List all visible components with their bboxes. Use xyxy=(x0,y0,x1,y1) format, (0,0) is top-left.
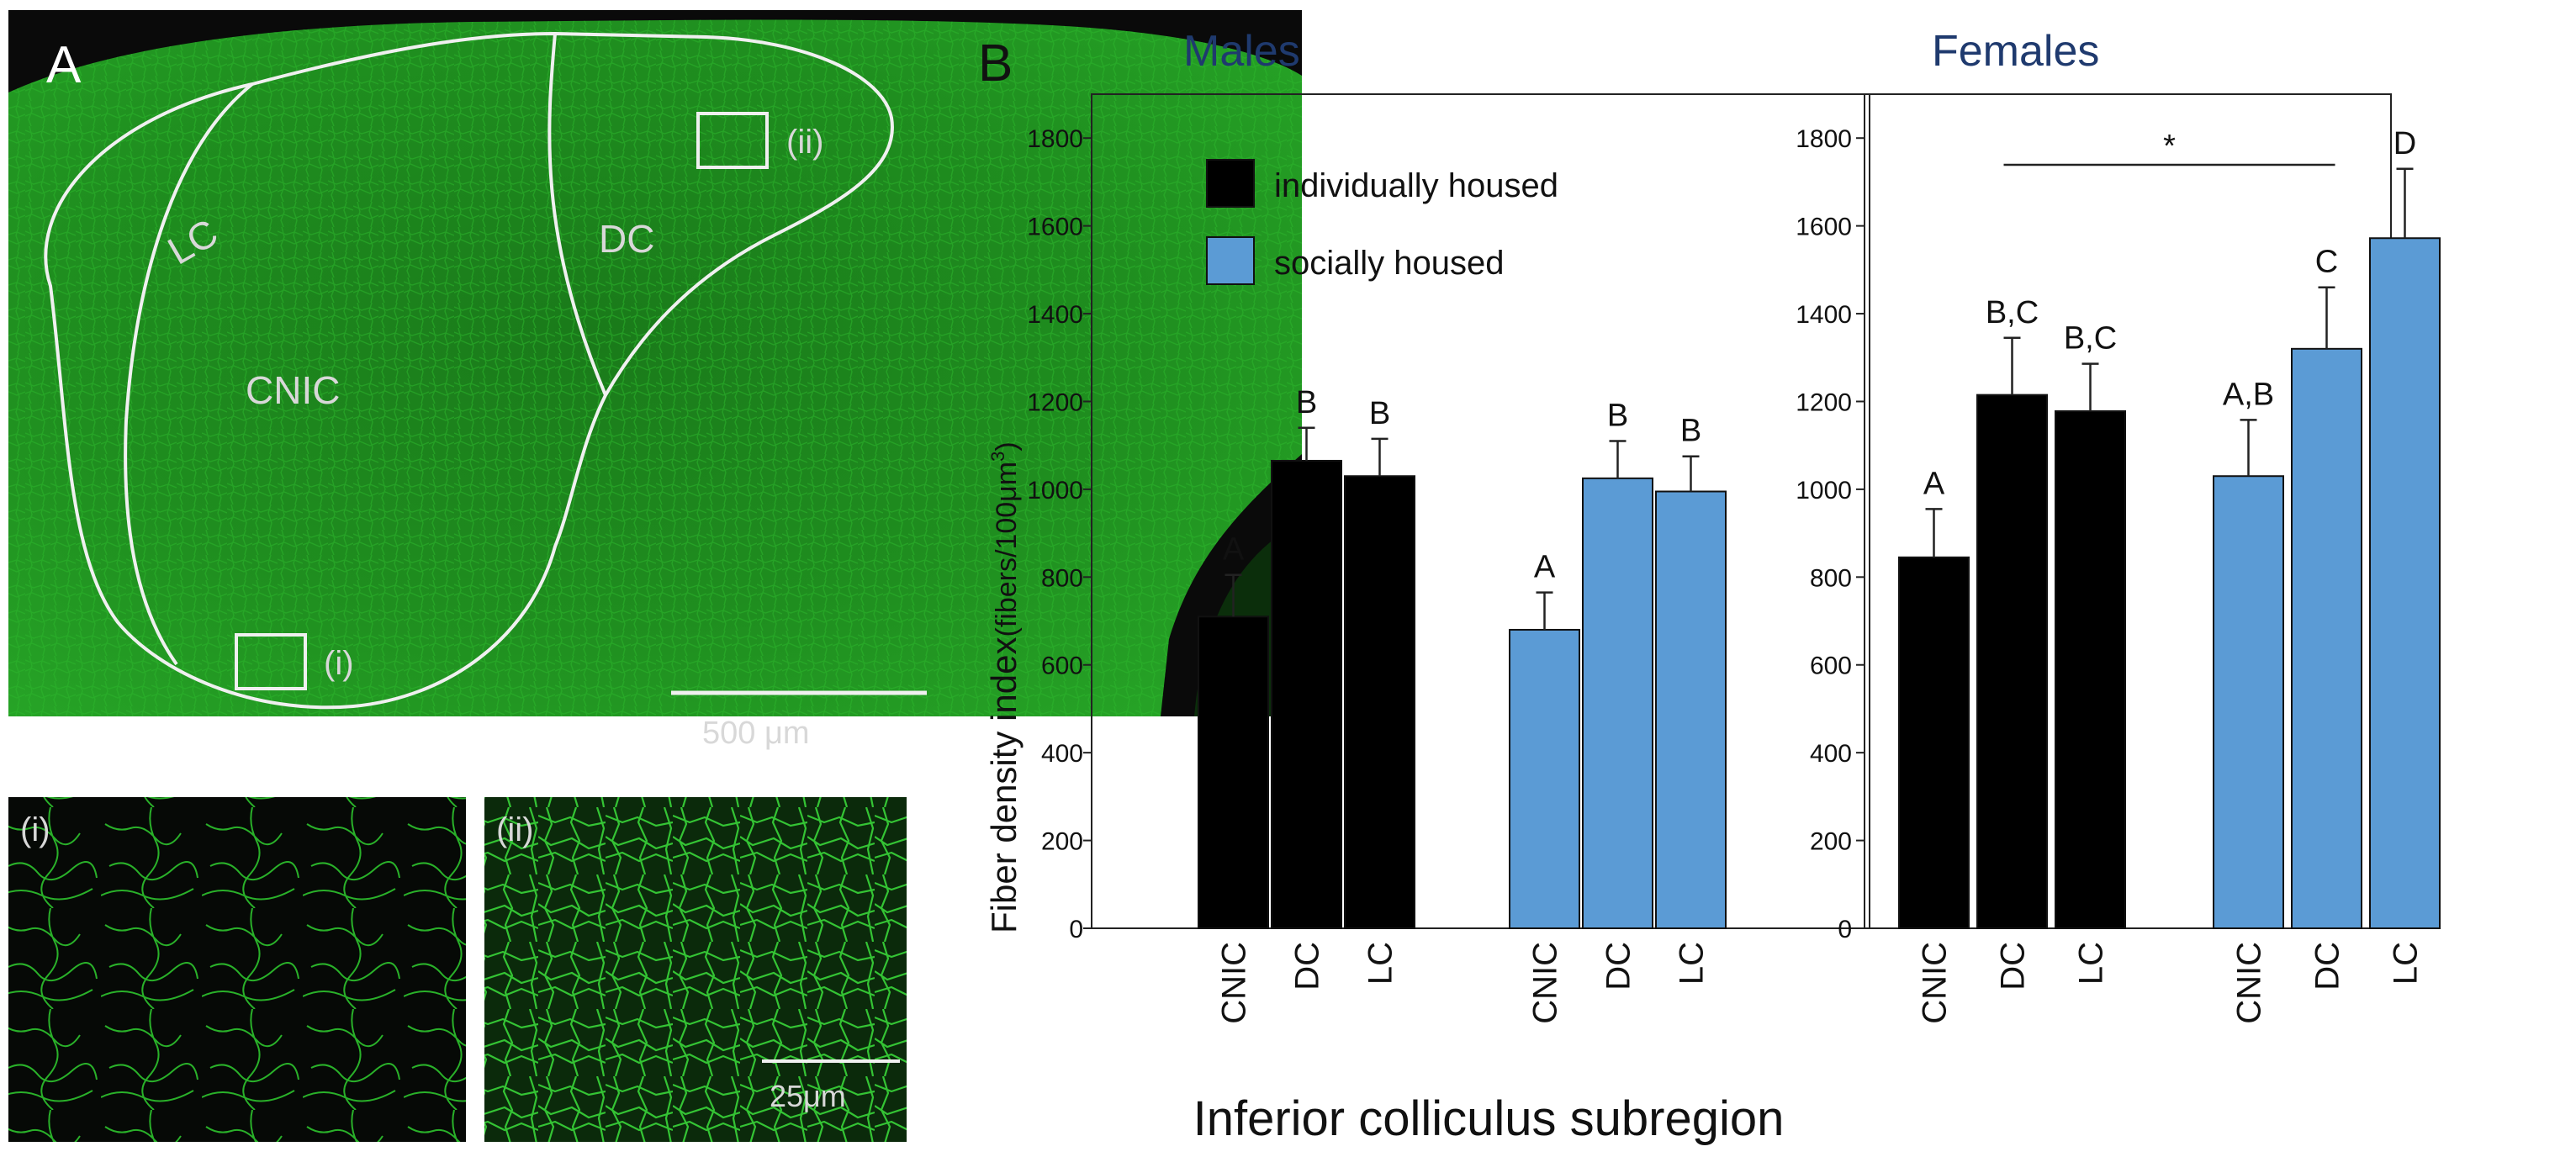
bar xyxy=(1655,490,1727,929)
y-tick-label: 400 xyxy=(1810,740,1852,768)
significance-letter: B xyxy=(1296,385,1317,420)
legend-swatch-social xyxy=(1206,236,1255,285)
dc-label: DC xyxy=(599,217,654,261)
box-ii-label: (ii) xyxy=(786,124,823,161)
bar xyxy=(2369,237,2441,929)
significance-letter: D xyxy=(2394,126,2416,161)
y-tick-label: 800 xyxy=(1810,564,1852,592)
bar xyxy=(1582,477,1653,929)
category-label: CNIC xyxy=(1527,942,1564,1024)
y-tick-label: 600 xyxy=(1041,652,1083,680)
y-tick-label: 1400 xyxy=(1027,301,1083,329)
plot-frame xyxy=(1091,93,1870,929)
bar xyxy=(1198,615,1269,929)
y-tick-label: 0 xyxy=(1838,916,1852,943)
inset-i xyxy=(8,797,466,1142)
bar xyxy=(2213,475,2284,929)
category-label: LC xyxy=(2073,942,2110,985)
category-label: CNIC xyxy=(1917,942,1954,1024)
y-tick-label: 1600 xyxy=(1796,214,1852,241)
y-tick-label: 1800 xyxy=(1796,125,1852,153)
chart-title: Females xyxy=(1932,27,2099,76)
significance-letter: A,B xyxy=(2223,377,2274,412)
tissue-texture xyxy=(8,19,1302,716)
legend-label-social: socially housed xyxy=(1274,245,1505,282)
y-tick-label: 0 xyxy=(1069,916,1083,943)
scale-bar-25-label: 25μm xyxy=(770,1079,846,1113)
legend-swatch-individual xyxy=(1206,159,1255,208)
inset-ii xyxy=(484,797,907,1142)
scale-bar-500-label: 500 μm xyxy=(702,716,810,751)
box-i-label: (i) xyxy=(324,645,354,682)
y-tick-label: 1000 xyxy=(1796,477,1852,505)
panel-b: B Fiber density index(fibers/100μm3) Mal… xyxy=(978,27,2441,1146)
category-label: DC xyxy=(2309,942,2346,991)
category-label: DC xyxy=(1289,942,1326,991)
y-tick-label: 1800 xyxy=(1027,125,1083,153)
legend-label-individual: individually housed xyxy=(1274,167,1558,204)
chart-title: Males xyxy=(1183,27,1300,76)
category-label: DC xyxy=(1995,942,2032,991)
significance-letter: C xyxy=(2315,245,2338,280)
panel-a-letter: A xyxy=(46,36,82,94)
y-tick-label: 400 xyxy=(1041,740,1083,768)
significance-letter: A xyxy=(1223,532,1245,568)
category-label: CNIC xyxy=(2231,942,2268,1024)
y-tick-label: 1200 xyxy=(1027,388,1083,416)
inset-ii-label: (ii) xyxy=(496,811,533,848)
significance-letter: B xyxy=(1369,396,1390,431)
panel-a: A LC DC CNIC (ii) (i) 500 μm (i) (ii) 25… xyxy=(8,10,1302,1142)
significance-letter: B,C xyxy=(1986,295,2039,330)
y-axis-label: Fiber density index(fibers/100μm3) xyxy=(984,441,1024,933)
legend: individually housed socially housed xyxy=(1206,159,1558,285)
panel-b-letter: B xyxy=(978,34,1013,92)
category-label: LC xyxy=(1362,942,1399,985)
region-box-i xyxy=(235,633,307,690)
y-tick-label: 1400 xyxy=(1796,301,1852,329)
region-box-ii xyxy=(696,112,769,169)
y-tick-label: 1000 xyxy=(1027,477,1083,505)
y-tick-label: 1200 xyxy=(1796,388,1852,416)
bar xyxy=(1976,394,2048,930)
dc-boundary xyxy=(547,33,607,396)
y-axis-label-main: Fiber density index xyxy=(984,637,1024,933)
bar xyxy=(1344,475,1415,929)
cnic-label: CNIC xyxy=(246,368,340,412)
y-tick-label: 1600 xyxy=(1027,214,1083,241)
females-plot: Females 0 200 400 600 800 1000 1200 1400 1600 1800… xyxy=(1796,27,2441,1024)
y-axis-label-sup: 3 xyxy=(987,452,1008,462)
bar xyxy=(1509,628,1580,930)
y-tick-label: 800 xyxy=(1041,564,1083,592)
y-tick-label: 200 xyxy=(1041,828,1083,856)
bar xyxy=(1271,459,1342,929)
significance-letter: B xyxy=(1607,398,1628,433)
significance-star: * xyxy=(2163,129,2176,164)
males-plot: Males 0 200 400 600 800 1000 1200 1400 1600 1800 A C… xyxy=(1027,27,1870,1024)
category-label: LC xyxy=(1674,942,1711,985)
lc-boundary xyxy=(124,82,254,666)
y-tick-label: 600 xyxy=(1810,652,1852,680)
significance-letter: B xyxy=(1680,414,1701,449)
x-axis-label: Inferior colliculus subregion xyxy=(1193,1091,1785,1146)
significance-letter: B,C xyxy=(2064,321,2117,357)
bar xyxy=(2055,409,2126,929)
outer-ic-outline xyxy=(44,31,894,710)
category-label: DC xyxy=(1600,942,1637,991)
category-label: CNIC xyxy=(1216,942,1253,1024)
y-axis-label-close: ) xyxy=(991,441,1023,451)
significance-letter: A xyxy=(1923,466,1945,501)
bar xyxy=(2291,347,2362,929)
significance-letter: A xyxy=(1534,550,1556,585)
bar xyxy=(1898,556,1970,929)
inset-i-label: (i) xyxy=(20,811,50,848)
y-axis-label-unit: (fibers/100μm xyxy=(991,462,1023,637)
y-tick-label: 200 xyxy=(1810,828,1852,856)
category-label: LC xyxy=(2388,942,2425,985)
